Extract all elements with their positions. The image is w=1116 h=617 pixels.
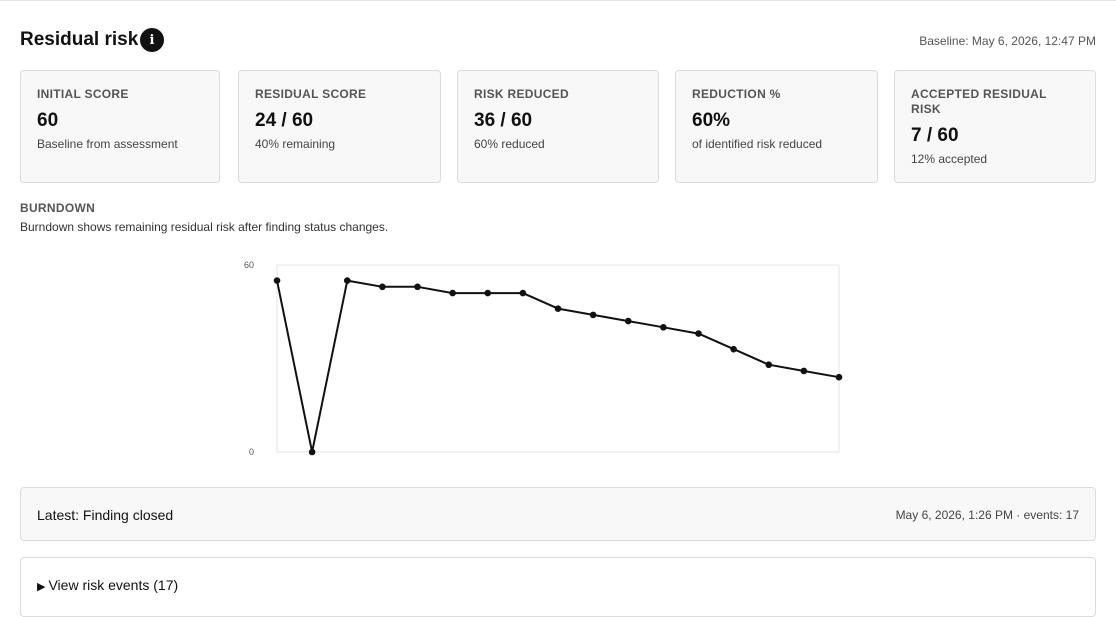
card-label: INITIAL SCORE (37, 87, 129, 101)
card-reduction-percent: REDUCTION % 60% of identified risk reduc… (675, 70, 878, 183)
card-subtext: 40% remaining (255, 137, 336, 151)
card-accepted-residual-risk: ACCEPTED RESIDUAL RISK 7 / 60 12% accept… (894, 70, 1096, 183)
card-label: RESIDUAL SCORE (255, 87, 367, 101)
y-tick-label: 0 (249, 447, 254, 457)
card-risk-reduced: RISK REDUCED 36 / 60 60% reduced (457, 70, 659, 183)
data-point (519, 289, 527, 297)
baseline-timestamp: Baseline: May 6, 2026, 12:47 PM (919, 34, 1096, 48)
top-divider (0, 0, 1116, 1)
card-value: 36 / 60 (474, 110, 533, 131)
data-point (800, 367, 808, 375)
view-risk-events-label: View risk events (17) (48, 577, 179, 593)
score-cards: INITIAL SCORE 60 Baseline from assessmen… (20, 70, 1096, 185)
expand-triangle-icon: ▶ (37, 581, 46, 593)
burndown-description: Burndown shows remaining residual risk a… (20, 220, 389, 234)
data-point (308, 448, 316, 456)
data-point (273, 277, 281, 284)
card-value: 60 (37, 110, 59, 131)
card-subtext: 60% reduced (474, 137, 545, 151)
data-point (765, 361, 773, 369)
data-point (554, 305, 562, 312)
page-title: Residual risk (20, 29, 139, 50)
data-point (343, 277, 351, 284)
card-value: 60% (692, 110, 731, 131)
plot-frame (276, 264, 840, 453)
data-point (449, 289, 456, 297)
data-point (484, 289, 492, 297)
y-tick-label: 60 (244, 260, 254, 270)
burndown-heading: BURNDOWN (20, 201, 96, 215)
data-point (695, 330, 702, 337)
latest-event-text: Latest: Finding closed (37, 507, 174, 523)
card-label: RISK REDUCED (474, 87, 569, 101)
data-point (835, 373, 843, 381)
data-point (730, 345, 737, 353)
card-label: REDUCTION % (692, 87, 781, 101)
view-risk-events-toggle[interactable]: ▶ View risk events (17) (37, 577, 178, 593)
latest-event-bar: Latest: Finding closed May 6, 2026, 1:26… (20, 487, 1096, 541)
card-label: ACCEPTED RESIDUAL RISK (911, 87, 1047, 116)
card-subtext: of identified risk reduced (692, 137, 823, 151)
risk-events-panel: ▶ View risk events (17) (20, 557, 1096, 617)
data-point (589, 311, 597, 319)
data-point (414, 283, 421, 291)
panel-header: Residual risk i Baseline: May 6, 2026, 1… (20, 27, 1096, 53)
card-initial-score: INITIAL SCORE 60 Baseline from assessmen… (20, 70, 220, 183)
data-point (624, 317, 632, 325)
card-residual-score: RESIDUAL SCORE 24 / 60 40% remaining (238, 70, 441, 183)
burndown-chart: 0 60 (244, 260, 843, 457)
card-subtext: 12% accepted (911, 152, 988, 166)
info-icon[interactable]: i (140, 28, 164, 52)
latest-event-meta: May 6, 2026, 1:26 PM · events: 17 (895, 508, 1079, 522)
card-value: 24 / 60 (255, 110, 314, 131)
card-value: 7 / 60 (911, 125, 959, 146)
card-subtext: Baseline from assessment (37, 137, 178, 151)
data-point (660, 324, 667, 331)
data-point (379, 283, 386, 291)
